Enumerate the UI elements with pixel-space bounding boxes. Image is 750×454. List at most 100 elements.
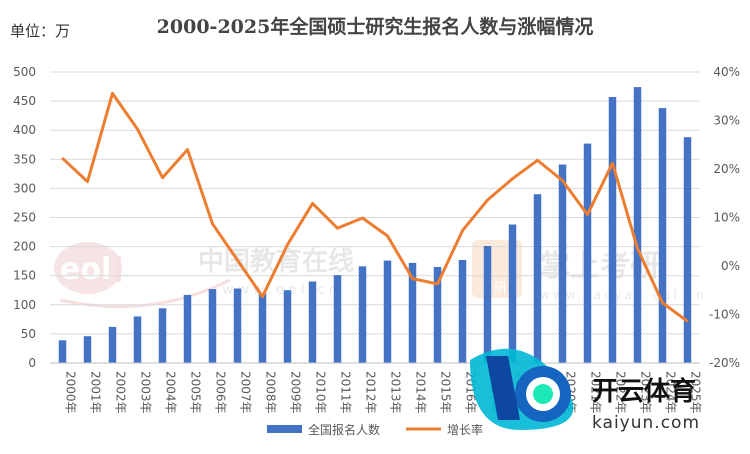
- zsgk-watermark-cn: 掌上考研: [540, 249, 660, 284]
- legend-label-bar: 全国报名人数: [308, 422, 380, 437]
- legend-label-line: 增长率: [447, 422, 483, 437]
- line-point: [86, 180, 89, 183]
- bar: [333, 275, 342, 363]
- bar-series: [58, 87, 692, 363]
- category-tick-label: 2025年: [689, 371, 703, 414]
- line-point: [261, 295, 264, 298]
- category-tick-label: 2024年: [664, 371, 678, 414]
- bar: [133, 316, 142, 363]
- line-point: [211, 222, 214, 225]
- left-axis-tick-label: 350: [13, 152, 36, 166]
- unit-label: 单位：万: [10, 22, 71, 40]
- bar: [408, 262, 417, 363]
- chart-title: 2000-2025年全国硕士研究生报名人数与涨幅情况: [156, 16, 594, 38]
- eol-watermark-cn: 中国教育在线: [198, 246, 354, 277]
- brand-name-cn: 开云体育: [592, 376, 696, 407]
- bar: [458, 259, 467, 363]
- category-tick-label: 2005年: [189, 371, 203, 414]
- category-tick-label: 2012年: [364, 371, 378, 414]
- line-point: [661, 301, 664, 304]
- line-point: [111, 92, 114, 95]
- bar: [58, 340, 67, 363]
- category-tick-label: 2007年: [239, 371, 253, 414]
- line-point: [61, 157, 64, 160]
- gridlines: [50, 71, 700, 364]
- bar: [158, 308, 167, 363]
- left-axis-tick-label: 200: [13, 240, 36, 254]
- right-axis-tick-label: -20%: [709, 356, 740, 370]
- line-point: [136, 128, 139, 131]
- eol-watermark-logo: eol l: [54, 242, 231, 309]
- line-point: [436, 282, 439, 285]
- watermark-layer: eol l 中国教育在线 www.eol.cn 考研 掌上考研 www.kaoy…: [54, 240, 704, 309]
- left-axis-tick-label: 0: [28, 356, 36, 370]
- right-axis-tick-label: 10%: [713, 211, 740, 225]
- left-axis-tick-label: 500: [13, 65, 36, 79]
- line-point: [361, 216, 364, 219]
- category-tick-label: 2023年: [639, 371, 653, 414]
- category-tick-label: 2009年: [289, 371, 303, 414]
- left-axis-tick-label: 450: [13, 94, 36, 108]
- line-point: [536, 159, 539, 162]
- left-axis-tick-label: 250: [13, 211, 36, 225]
- bar: [508, 224, 517, 363]
- line-series: [61, 91, 689, 323]
- line-point: [236, 259, 239, 262]
- right-axis-tick-label: 0%: [721, 259, 740, 273]
- growth-line: [61, 91, 689, 323]
- brand-overlay: 开云体育 kaiyun.com: [470, 348, 700, 433]
- line-point: [511, 177, 514, 180]
- bar: [608, 97, 617, 363]
- category-tick-label: 2001年: [89, 371, 103, 414]
- line-point: [586, 213, 589, 216]
- bar: [383, 260, 392, 363]
- category-tick-label: 2006年: [214, 371, 228, 414]
- line-point: [411, 277, 414, 280]
- line-point: [186, 148, 189, 151]
- bar: [108, 326, 117, 363]
- bar: [433, 266, 442, 363]
- eol-logo-tail: l: [112, 251, 124, 291]
- bar: [183, 294, 192, 363]
- category-tick-label: 2022年: [614, 371, 628, 414]
- bar: [558, 164, 567, 363]
- line-point: [386, 234, 389, 237]
- eol-logo-text: eol: [60, 252, 111, 287]
- bar: [258, 293, 267, 363]
- category-tick-label: 2000年: [64, 371, 78, 414]
- legend: 全国报名人数 增长率: [267, 422, 483, 437]
- category-tick-label: 2021年: [589, 371, 603, 414]
- bar: [208, 289, 217, 363]
- category-tick-label: 2014年: [414, 371, 428, 414]
- bar: [533, 194, 542, 363]
- left-axis-tick-label: 150: [13, 269, 36, 283]
- category-tick-label: 2004年: [164, 371, 178, 414]
- left-axis-tick-label: 300: [13, 181, 36, 195]
- bar: [283, 290, 292, 363]
- right-axis: -20% -10% 0% 10% 20% 30% 40%: [709, 65, 740, 370]
- brand-name-en: kaiyun.com: [592, 413, 700, 433]
- category-tick-label: 2015年: [439, 371, 453, 414]
- right-axis-tick-label: 40%: [713, 65, 740, 79]
- line-point: [161, 176, 164, 179]
- line-point: [286, 243, 289, 246]
- line-point: [311, 202, 314, 205]
- bar: [233, 288, 242, 363]
- category-tick-label: 2003年: [139, 371, 153, 414]
- brand-logo-icon: [470, 348, 574, 430]
- line-point: [336, 227, 339, 230]
- right-axis-tick-label: 30%: [713, 114, 740, 128]
- line-point: [486, 199, 489, 202]
- bar: [83, 336, 92, 363]
- eol-watermark-url: www.eol.cn: [222, 282, 342, 298]
- bar: [358, 266, 367, 363]
- category-tick-label: 2011年: [339, 371, 353, 414]
- line-point: [461, 229, 464, 232]
- category-tick-label: 2013年: [389, 371, 403, 414]
- line-point: [636, 247, 639, 250]
- bar: [683, 137, 692, 363]
- bar: [583, 143, 592, 363]
- bar: [308, 281, 317, 363]
- category-tick-label: 2008年: [264, 371, 278, 414]
